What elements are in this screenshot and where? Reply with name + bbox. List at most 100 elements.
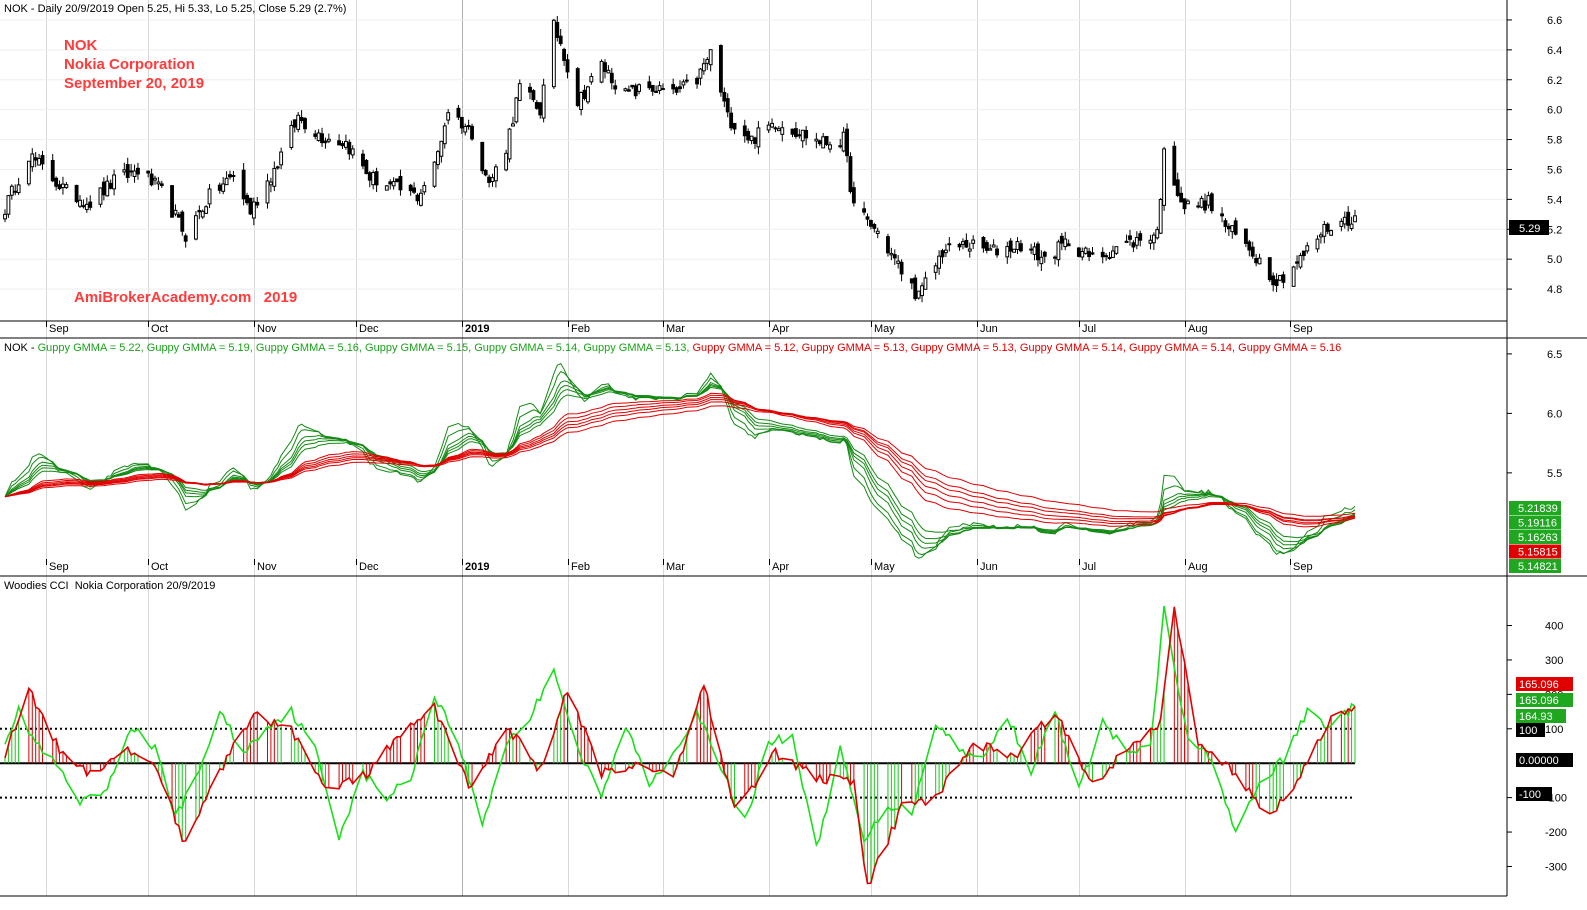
candle-body <box>1233 220 1238 235</box>
time-axis-label: Feb <box>571 323 590 335</box>
time-axis-label: 2019 <box>465 561 489 573</box>
candle-body <box>217 184 222 191</box>
candle-body <box>463 125 468 133</box>
candle-body <box>770 122 774 128</box>
candle-body <box>487 176 492 183</box>
candle-body <box>1124 240 1129 243</box>
gmma-header-item: Guppy GMMA = 5.13, <box>583 342 692 354</box>
candle-body <box>531 90 536 101</box>
candle-body <box>84 203 89 211</box>
price-tick-label: 5.0 <box>1547 254 1562 266</box>
candle-body <box>1111 250 1115 258</box>
gmma-y-axis: 6.5 6.0 5.5 <box>1507 349 1562 480</box>
gmma-header-item: Guppy GMMA = 5.13, <box>802 342 911 354</box>
candle-body <box>957 243 962 248</box>
time-axis-label: Aug <box>1188 561 1208 573</box>
candle-body <box>742 125 747 137</box>
candle-body <box>862 208 867 213</box>
candle-body <box>776 128 781 132</box>
candle-body <box>1063 238 1068 248</box>
candle-body <box>81 205 86 208</box>
time-axis-label: Sep <box>49 323 69 335</box>
time-axis-label: Mar <box>666 561 685 573</box>
candle-body <box>146 170 151 174</box>
candle-body <box>538 102 543 116</box>
candle-body <box>981 236 986 249</box>
candle-body <box>613 85 618 90</box>
candle-body <box>374 171 379 186</box>
candle-body <box>323 140 328 144</box>
candle-body <box>446 112 451 121</box>
candle-body <box>480 141 485 172</box>
candle-body <box>176 214 181 218</box>
candle-body <box>1247 241 1252 251</box>
candle-body <box>582 89 587 100</box>
gmma-header-item: Guppy GMMA = 5.16 <box>1238 342 1341 354</box>
candle-body <box>105 180 110 197</box>
time-axis-label: 2019 <box>465 323 489 335</box>
candle-body <box>1349 223 1354 229</box>
candle-body <box>388 181 393 185</box>
candle-body <box>204 206 209 214</box>
gmma-short-line <box>4 386 1356 539</box>
time-axis-label: Jul <box>1082 561 1096 573</box>
candle-body <box>971 239 976 244</box>
cci-tick-label: -200 <box>1545 827 1567 839</box>
candle-body <box>30 153 35 168</box>
candle-body <box>528 86 532 93</box>
cci-value-badge <box>1516 787 1552 801</box>
candle-body <box>193 215 198 240</box>
candle-body <box>1172 145 1177 186</box>
candle-body <box>896 260 901 264</box>
candle-body <box>1250 246 1255 257</box>
cci-value-label: 164.93 <box>1519 711 1553 723</box>
candle-body <box>511 123 515 127</box>
candle-body <box>64 184 69 189</box>
gmma-value-badge <box>1509 530 1561 544</box>
candle-body <box>224 177 229 186</box>
candle-body <box>340 143 345 147</box>
candle-body <box>753 137 757 144</box>
candle-body <box>766 124 771 131</box>
candle-body <box>228 174 232 178</box>
candle-body <box>289 124 294 148</box>
candle-body <box>395 178 399 183</box>
candle-body <box>268 181 273 186</box>
candle-body <box>940 250 945 258</box>
price-tick-label: 5.4 <box>1547 194 1562 206</box>
time-axis-label: Jun <box>980 323 998 335</box>
candle-body <box>507 128 512 160</box>
candle-body <box>916 290 921 299</box>
candle-body <box>1298 255 1303 268</box>
time-axis-label: Oct <box>151 561 168 573</box>
candle-body <box>718 45 723 93</box>
candle-body <box>422 185 427 193</box>
candle-body <box>398 175 403 191</box>
candle-body <box>326 138 331 142</box>
price-tick-label: 4.8 <box>1547 284 1562 296</box>
cci-panel-header: Woodies CCI Nokia Corporation 20/9/2019 <box>4 580 215 592</box>
candle-body <box>122 169 127 173</box>
annotation-ticker: NOK <box>64 37 98 54</box>
candle-body <box>1083 247 1088 254</box>
cci-series <box>4 605 1356 885</box>
candle-body <box>466 125 471 128</box>
candle-body <box>371 172 376 186</box>
candle-body <box>848 156 853 193</box>
time-axis-label: Apr <box>772 561 789 573</box>
cci-value-label: 100 <box>1519 725 1537 737</box>
candle-body <box>967 248 972 252</box>
candle-body <box>412 187 417 193</box>
candle-body <box>746 130 751 141</box>
cci-value-label: -100 <box>1519 789 1541 801</box>
candle-body <box>1090 252 1095 255</box>
gmma-header-item: Guppy GMMA = 5.14, <box>1020 342 1129 354</box>
candle-body <box>221 183 226 192</box>
candle-body <box>1179 192 1184 203</box>
candle-body <box>1005 246 1010 258</box>
candle-body <box>320 133 324 144</box>
candle-body <box>1196 205 1201 208</box>
candle-body <box>1080 251 1085 258</box>
candle-body <box>299 117 304 121</box>
